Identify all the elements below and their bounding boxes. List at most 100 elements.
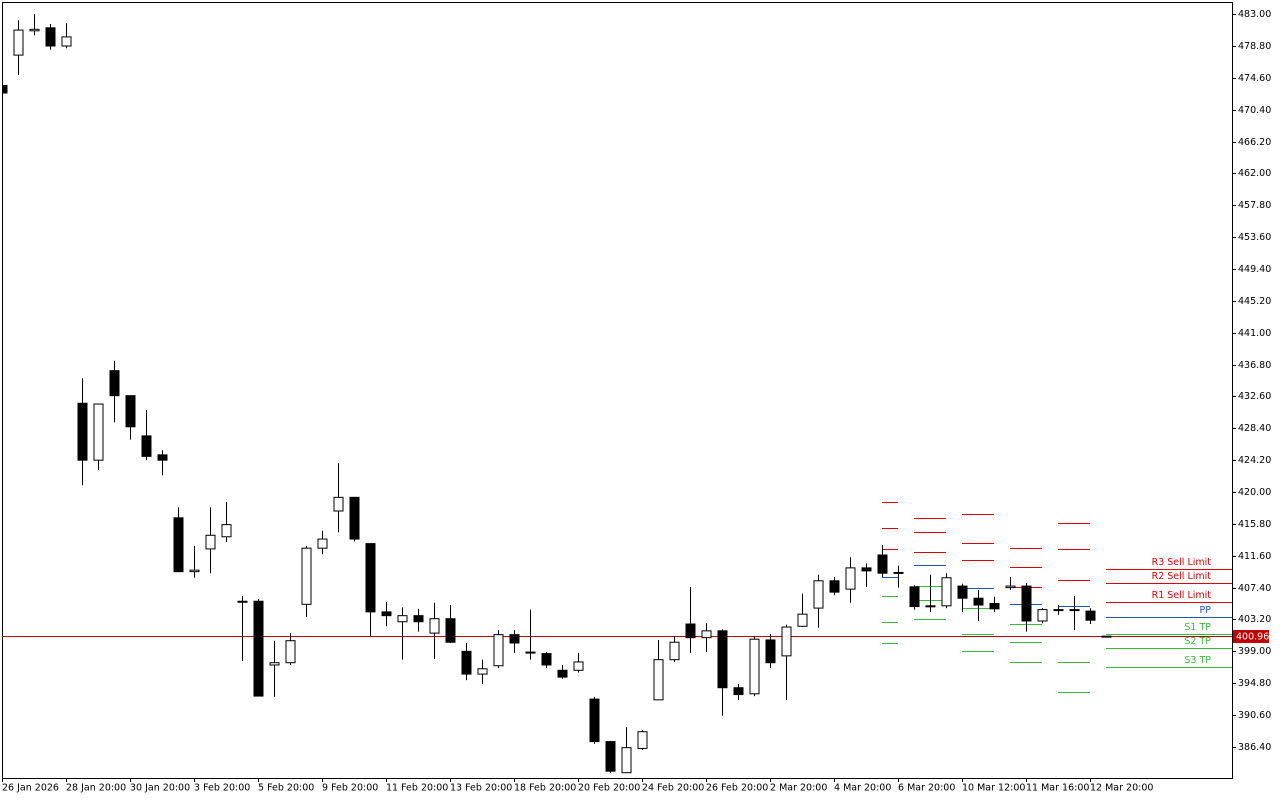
x-tick-label: 24 Feb 20:00 [642, 783, 704, 794]
y-tick-label: 411.60 [1238, 551, 1271, 562]
candle-body [557, 669, 568, 678]
candle-body [1053, 609, 1064, 612]
candle-body [493, 634, 504, 667]
y-tick-label: 394.80 [1238, 678, 1271, 689]
y-tick-label: 453.60 [1238, 232, 1271, 243]
x-tick-label: 30 Jan 20:00 [130, 783, 190, 794]
y-tick-label: 462.00 [1238, 168, 1271, 179]
candle-body [429, 618, 440, 634]
y-tick-label: 407.40 [1238, 583, 1271, 594]
y-tick-label: 478.80 [1238, 41, 1271, 52]
candle-body [77, 402, 88, 461]
candle-body [701, 630, 712, 639]
pivot-label: S3 TP [1184, 655, 1211, 666]
pivot-label: R1 Sell Limit [1152, 590, 1212, 601]
candle-body [797, 613, 808, 627]
x-tick-label: 11 Mar 16:00 [1026, 783, 1089, 794]
candle-body [813, 580, 824, 609]
x-tick-label: 3 Feb 20:00 [194, 783, 250, 794]
pivot-label: PP [1200, 605, 1212, 616]
candle-body [109, 370, 120, 397]
candle-body [1101, 635, 1112, 638]
candle-body [173, 517, 184, 573]
y-tick-label: 428.40 [1238, 423, 1271, 434]
y-tick-label: 470.40 [1238, 105, 1271, 116]
candle-body [461, 650, 472, 675]
candle-body [317, 538, 328, 549]
x-tick-label: 26 Jan 2026 [2, 783, 59, 794]
candle-body [845, 567, 856, 590]
candle-body [909, 586, 920, 608]
candle-body [125, 395, 136, 428]
candle-body [685, 623, 696, 639]
y-tick-label: 441.00 [1238, 328, 1271, 339]
candle-body [589, 698, 600, 743]
candle-body [221, 524, 232, 538]
candle-body [397, 615, 408, 623]
y-tick-label: 420.00 [1238, 487, 1271, 498]
y-tick-label: 386.40 [1238, 742, 1271, 753]
candle-body [621, 747, 632, 774]
candle-body [477, 668, 488, 675]
x-tick-label: 9 Feb 20:00 [322, 783, 378, 794]
candle-body [509, 634, 520, 644]
y-tick-label: 445.20 [1238, 296, 1271, 307]
last-price-label: 400.96 [1236, 632, 1269, 643]
y-tick-label: 424.20 [1238, 455, 1271, 466]
x-tick-label: 5 Feb 20:00 [258, 783, 314, 794]
x-tick-label: 10 Mar 12:00 [962, 783, 1025, 794]
candle-body [333, 496, 344, 512]
candle-body [973, 597, 984, 606]
y-tick-label: 449.40 [1238, 264, 1271, 275]
candle-body [781, 626, 792, 657]
y-tick-label: 432.60 [1238, 391, 1271, 402]
candle-body [573, 661, 584, 671]
plot-frame [2, 2, 1233, 779]
pivot-label: R3 Sell Limit [1152, 557, 1212, 568]
x-tick-label: 11 Feb 20:00 [386, 783, 448, 794]
x-tick-label: 26 Feb 20:00 [706, 783, 768, 794]
candle-body [45, 27, 56, 47]
x-tick-label: 28 Jan 20:00 [66, 783, 126, 794]
candle-body [637, 731, 648, 749]
x-tick-label: 12 Mar 20:00 [1090, 783, 1153, 794]
y-tick-label: 399.00 [1238, 646, 1271, 657]
candle-body [717, 630, 728, 689]
y-tick-label: 483.00 [1238, 9, 1271, 20]
candle-body [93, 403, 104, 461]
y-tick-label: 403.20 [1238, 614, 1271, 625]
candle-body [877, 554, 888, 574]
candle-body [925, 605, 936, 608]
candle-body [525, 651, 536, 654]
candle-body [1005, 585, 1016, 589]
candle-body [669, 641, 680, 661]
candle-body [413, 615, 424, 623]
y-tick-label: 390.60 [1238, 710, 1271, 721]
candle-body [141, 435, 152, 457]
candle-body [1069, 609, 1080, 612]
candle-body [1021, 585, 1032, 622]
candle-body [285, 640, 296, 664]
y-tick-label: 415.80 [1238, 519, 1271, 530]
candle-body [237, 600, 248, 603]
candle-body [365, 543, 376, 613]
y-tick-label: 457.80 [1238, 200, 1271, 211]
candle-body [605, 741, 616, 772]
candle-body [445, 618, 456, 643]
candle-body [957, 585, 968, 599]
candle-body [269, 662, 280, 666]
candle-body [61, 36, 72, 47]
candle-body [253, 600, 264, 697]
candle-body [829, 580, 840, 593]
x-tick-label: 2 Mar 20:00 [770, 783, 827, 794]
plot-area: R3 Sell Limit R2 Sell Limit R1 Sell Limit P… [2, 14, 1232, 774]
x-tick-label: 20 Feb 20:00 [578, 783, 640, 794]
candle-body [205, 534, 216, 550]
y-tick-label: 474.60 [1238, 73, 1271, 84]
candle-body [13, 29, 24, 56]
candle-body [157, 454, 168, 461]
candle-body [989, 603, 1000, 610]
candle-body [29, 28, 40, 32]
